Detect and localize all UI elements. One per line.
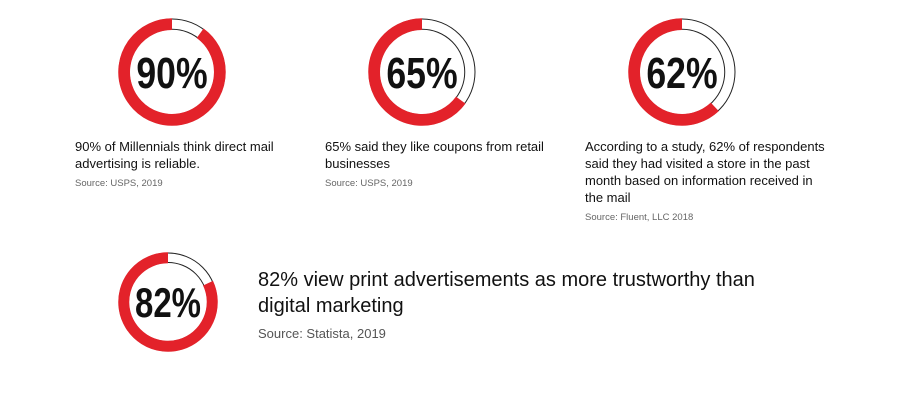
donut-percent-label: 65% bbox=[386, 49, 457, 98]
donut-chart-trustworthy: 82% bbox=[118, 252, 218, 352]
stat-source: Source: USPS, 2019 bbox=[325, 178, 413, 189]
donut-chart-store-visits: 62% bbox=[628, 18, 736, 126]
stat-source: Source: Statista, 2019 bbox=[258, 326, 386, 341]
donut-value-arc bbox=[118, 252, 218, 352]
stat-text-coupons: 65% said they like coupons from retail b… bbox=[325, 138, 555, 191]
stat-source: Source: USPS, 2019 bbox=[75, 178, 163, 189]
stat-description: 65% said they like coupons from retail b… bbox=[325, 139, 544, 171]
stat-description: According to a study, 62% of respondents… bbox=[585, 139, 825, 205]
stat-source: Source: Fluent, LLC 2018 bbox=[585, 212, 694, 223]
stat-text-store-visits: According to a study, 62% of respondents… bbox=[585, 138, 825, 225]
stat-text-millennials: 90% of Millennials think direct mail adv… bbox=[75, 138, 310, 191]
donut-chart-millennials: 90% bbox=[118, 18, 226, 126]
stat-description: 82% view print advertisements as more tr… bbox=[258, 269, 755, 317]
donut-value-arc bbox=[118, 18, 226, 126]
stat-text-trustworthy: 82% view print advertisements as more tr… bbox=[258, 267, 798, 342]
donut-percent-label: 90% bbox=[136, 49, 207, 98]
donut-value-arc bbox=[628, 18, 719, 126]
donut-percent-label: 82% bbox=[135, 279, 201, 326]
stat-description: 90% of Millennials think direct mail adv… bbox=[75, 139, 274, 171]
donut-value-arc bbox=[368, 18, 466, 126]
donut-percent-label: 62% bbox=[646, 49, 717, 98]
donut-chart-coupons: 65% bbox=[368, 18, 476, 126]
